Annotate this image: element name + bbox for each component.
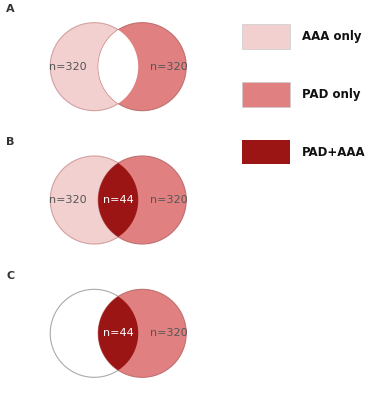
Text: n=320: n=320: [49, 62, 87, 72]
Circle shape: [50, 289, 138, 377]
Text: n=320: n=320: [49, 195, 87, 205]
Polygon shape: [98, 296, 138, 370]
Circle shape: [98, 156, 186, 244]
Text: n=44: n=44: [103, 328, 134, 338]
Circle shape: [50, 156, 138, 244]
Polygon shape: [98, 163, 138, 237]
FancyBboxPatch shape: [242, 82, 290, 107]
Circle shape: [98, 289, 186, 377]
FancyBboxPatch shape: [242, 140, 290, 164]
Text: PAD only: PAD only: [301, 88, 360, 101]
Polygon shape: [98, 30, 138, 104]
Text: n=320: n=320: [150, 328, 188, 338]
Text: C: C: [6, 271, 14, 281]
Text: n=320: n=320: [150, 62, 188, 72]
Circle shape: [50, 23, 138, 111]
Text: n=320: n=320: [150, 195, 188, 205]
Text: A: A: [6, 4, 15, 14]
Text: AAA only: AAA only: [301, 30, 361, 43]
FancyBboxPatch shape: [242, 24, 290, 49]
Text: PAD+AAA: PAD+AAA: [301, 146, 365, 158]
Circle shape: [98, 23, 186, 111]
Text: n=44: n=44: [103, 195, 134, 205]
Text: B: B: [6, 137, 14, 147]
